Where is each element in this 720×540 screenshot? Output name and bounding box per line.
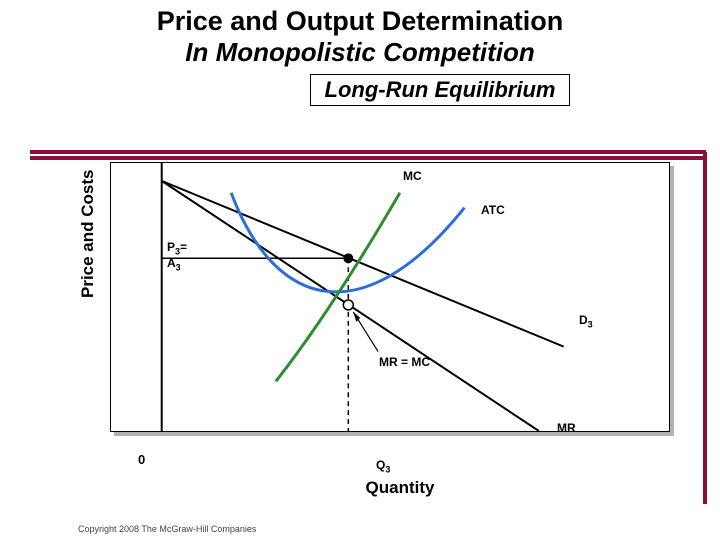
d-label-sub: 3 xyxy=(588,319,593,329)
a3-label: A3 xyxy=(167,256,181,270)
maroon-rule xyxy=(30,150,706,160)
chart-panel: MC ATC D3 MR MR = MC P3= A3 xyxy=(110,162,670,432)
title-line2: In Monopolistic Competition xyxy=(0,37,720,68)
origin-label: 0 xyxy=(138,452,145,467)
copyright-text: Copyright 2008 The McGraw-Hill Companies xyxy=(78,524,256,534)
mrmc-label: MR = MC xyxy=(379,355,430,369)
mr-label: MR xyxy=(557,421,576,435)
tangent-point xyxy=(343,253,353,263)
title-line1: Price and Output Determination xyxy=(0,6,720,37)
subtitle: Long-Run Equilibrium xyxy=(310,74,571,106)
y-axis-label: Price and Costs xyxy=(78,170,98,299)
x-axis-label: Quantity xyxy=(350,478,450,498)
p3-label: P3= xyxy=(167,240,187,254)
mrmc-point xyxy=(343,300,353,310)
mc-label: MC xyxy=(403,169,422,183)
d-label: D3 xyxy=(579,313,593,329)
mc-curve xyxy=(276,193,400,382)
atc-label: ATC xyxy=(481,203,505,217)
title-block: Price and Output Determination In Monopo… xyxy=(0,0,720,68)
subtitle-wrap: Long-Run Equilibrium xyxy=(0,68,720,106)
price-tick-label: P3= A3 xyxy=(167,241,187,274)
q-tick-label: Q3 xyxy=(376,458,390,474)
d-label-text: D xyxy=(579,313,588,327)
chart-svg xyxy=(111,163,669,431)
